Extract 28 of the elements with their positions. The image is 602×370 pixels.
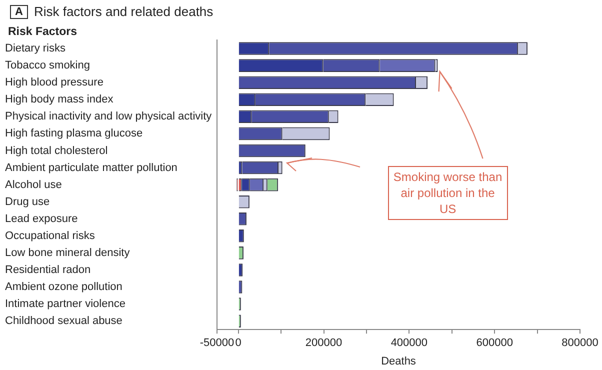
y-tick-label: Ambient particulate matter pollution	[5, 162, 178, 174]
y-tick-label: High body mass index	[5, 94, 114, 106]
x-tick-label: 600000	[476, 337, 513, 350]
y-tick-label: Occupational risks	[5, 230, 96, 242]
y-tick-label: Ambient ozone pollution	[5, 281, 122, 294]
chart-title: Risk factors and related deaths	[34, 4, 214, 19]
y-tick-label: Intimate partner violence	[5, 298, 126, 310]
y-tick-label: Tobacco smoking	[5, 60, 90, 72]
x-tick-label: 0	[235, 337, 242, 350]
x-tick-label: -50000	[200, 337, 234, 350]
y-tick-label: Drug use	[5, 196, 50, 208]
y-tick-label: High total cholesterol	[5, 144, 108, 157]
y-tick-label: High blood pressure	[5, 76, 104, 89]
annotation: Smoking worse than air pollution in the US	[388, 166, 508, 220]
x-axis-title: Deaths	[381, 355, 416, 368]
y-tick-label: Dietary risks	[5, 42, 66, 55]
x-tick-label: 200000	[305, 337, 342, 350]
x-tick-label: 400000	[390, 337, 428, 350]
y-axis-title: Risk Factors	[8, 26, 78, 38]
text: A	[10, 4, 28, 18]
y-tick-label: Residential radon	[5, 264, 91, 276]
y-tick-label: Low bone mineral density	[5, 246, 130, 259]
y-tick-label: Lead exposure	[5, 212, 78, 225]
y-tick-label: Alcohol use	[5, 178, 62, 191]
y-tick-label: High fasting plasma glucose	[5, 128, 143, 140]
x-tick-label: 800000	[562, 337, 598, 350]
y-tick-label: Childhood sexual abuse	[5, 315, 122, 328]
y-tick-label: Physical inactivity and low physical activity	[5, 110, 212, 123]
